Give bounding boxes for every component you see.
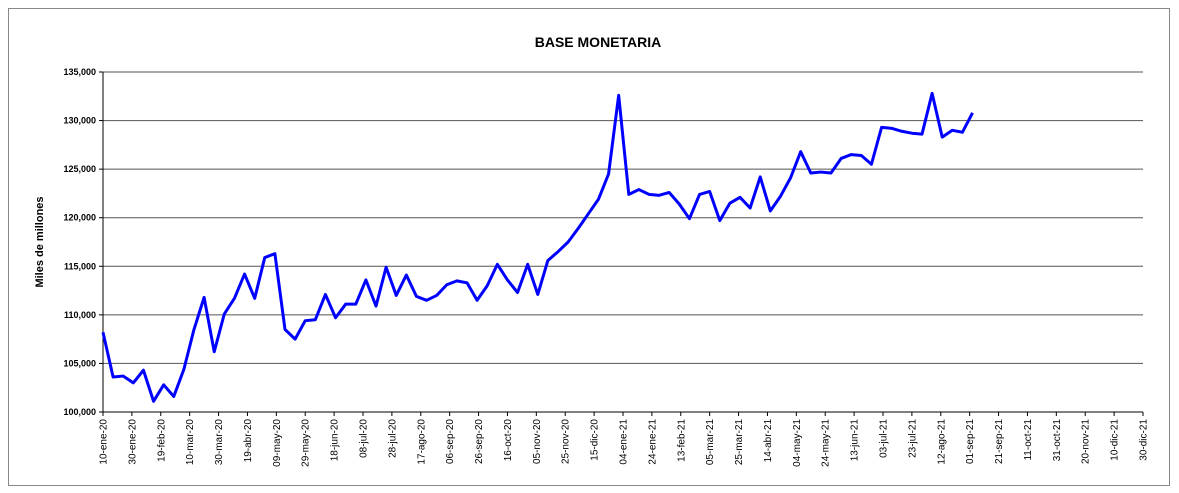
x-tick-label: 14-abr-21 — [763, 419, 774, 463]
x-tick-label: 24-may-21 — [821, 419, 832, 467]
y-axis-label: Miles de millones — [34, 196, 46, 287]
x-tick-label: 01-sep-21 — [965, 419, 976, 464]
chart-frame — [8, 8, 1170, 486]
x-tick-label: 04-may-21 — [792, 419, 803, 467]
x-tick-label: 29-may-20 — [301, 419, 312, 467]
y-tick-label: 100,000 — [63, 407, 96, 417]
x-tick-label: 05-nov-20 — [532, 419, 543, 464]
data-line — [101, 91, 974, 403]
x-tick-label: 20-nov-21 — [1081, 419, 1092, 464]
y-tick-label: 110,000 — [64, 310, 96, 320]
x-tick-label: 06-sep-20 — [445, 419, 456, 464]
x-tick-label: 15-dic-20 — [590, 419, 601, 461]
x-tick-label: 31-oct-21 — [1052, 419, 1063, 462]
x-tick-label: 30-dic-21 — [1139, 419, 1150, 461]
y-tick-label: 120,000 — [63, 213, 96, 223]
x-tick-label: 13-jun-21 — [850, 419, 861, 462]
x-tick-label: 19-abr-20 — [243, 419, 254, 463]
x-tick-label: 30-mar-20 — [214, 419, 225, 466]
x-tick-label: 25-mar-21 — [734, 419, 745, 466]
chart-title: BASE MONETARIA — [535, 34, 662, 50]
x-tick-label: 10-mar-20 — [185, 419, 196, 466]
x-tick-label: 28-jul-20 — [387, 419, 398, 458]
y-tick-label: 130,000 — [63, 116, 96, 126]
x-tick-label: 23-jul-21 — [907, 419, 918, 458]
x-tick-label: 18-jun-20 — [330, 419, 341, 462]
x-tick-label: 10-dic-21 — [1110, 419, 1121, 461]
x-tick-label: 13-feb-21 — [676, 419, 687, 462]
x-tick-label: 11-oct-21 — [1023, 419, 1034, 461]
x-tick-label: 24-ene-21 — [647, 419, 658, 465]
x-tick-label: 08-jul-20 — [359, 419, 370, 458]
x-tick-label: 26-sep-20 — [474, 419, 485, 464]
y-tick-label: 125,000 — [63, 164, 96, 174]
x-tick-label: 09-may-20 — [272, 419, 283, 467]
x-tick-label: 25-nov-20 — [561, 419, 572, 464]
x-tick-label: 21-sep-21 — [994, 419, 1005, 464]
y-tick-label: 135,000 — [63, 67, 96, 77]
y-tick-label: 115,000 — [64, 261, 96, 271]
x-tick-label: 12-ago-21 — [936, 419, 947, 465]
x-tick-label: 16-oct-20 — [503, 419, 514, 462]
x-tick-label: 04-ene-21 — [619, 419, 630, 465]
x-tick-label: 10-ene-20 — [99, 419, 110, 465]
x-tick-label: 03-jul-21 — [879, 419, 890, 458]
x-tick-label: 19-feb-20 — [156, 419, 167, 462]
x-tick-label: 17-ago-20 — [416, 419, 427, 465]
x-tick-label: 05-mar-21 — [705, 419, 716, 466]
y-tick-label: 105,000 — [63, 358, 96, 368]
x-tick-label: 30-ene-20 — [127, 419, 138, 465]
